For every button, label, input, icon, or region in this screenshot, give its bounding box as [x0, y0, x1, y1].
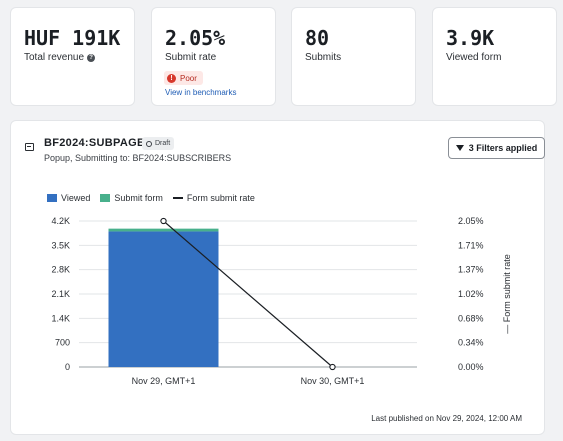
legend-label: Form submit rate [186, 193, 255, 203]
legend-swatch-viewed [47, 194, 57, 202]
y2-axis-label: — Form submit rate [502, 254, 512, 334]
help-icon[interactable]: ? [87, 54, 96, 62]
form-subtitle: Popup, Submitting to: BF2024:SUBSCRIBERS [44, 153, 232, 163]
y2-tick-label: 0.34% [458, 338, 484, 348]
legend-item-submit-form[interactable]: Submit form [100, 193, 163, 203]
metric-card-submits: 80 Submits [291, 7, 416, 106]
draft-badge-label: Draft [155, 140, 171, 147]
metric-value: 2.05% [165, 26, 226, 50]
metric-card-revenue: HUF 191K Total revenue? [10, 7, 135, 106]
legend-label: Submit form [114, 193, 163, 203]
legend-item-viewed[interactable]: Viewed [47, 193, 90, 203]
form-icon [25, 143, 34, 151]
form-title[interactable]: BF2024:SUBPAGES [44, 137, 153, 149]
legend-swatch-submit [100, 194, 111, 202]
y-tick-label: 4.2K [51, 216, 70, 226]
alert-icon: ! [167, 73, 176, 83]
bar-viewed [108, 231, 219, 367]
point-submit-rate [329, 363, 336, 371]
y-tick-label: 3.5K [51, 240, 70, 250]
status-badge-label: Poor [180, 73, 197, 83]
metric-label: Viewed form [446, 52, 502, 63]
legend-swatch-rate [172, 197, 183, 199]
point-submit-rate [160, 217, 167, 225]
legend-item-submit-rate[interactable]: Form submit rate [172, 193, 255, 203]
chart-legend: Viewed Submit form Form submit rate [47, 193, 255, 203]
y2-tick-label: 0.68% [458, 313, 484, 323]
filters-button-label: 3 Filters applied [468, 143, 538, 153]
metric-label: Submit rate [165, 52, 217, 63]
metric-value: 80 [305, 26, 330, 50]
y-tick-label: 1.4K [51, 313, 70, 323]
last-published-text: Last published on Nov 29, 2024, 12:00 AM [371, 414, 522, 423]
legend-label: Viewed [61, 193, 91, 203]
form-performance-card: BF2024:SUBPAGES Draft Popup, Submitting … [10, 120, 545, 435]
y2-tick-label: 1.71% [458, 240, 484, 250]
metric-label: Submits [305, 52, 342, 63]
y2-tick-label: 1.37% [458, 265, 484, 275]
y2-tick-label: 0.00% [458, 362, 484, 372]
filter-icon [455, 145, 464, 151]
metric-value: HUF 191K [24, 26, 121, 50]
y-tick-label: 0 [65, 362, 70, 372]
metric-label: Total revenue? [24, 52, 96, 63]
metric-value: 3.9K [446, 26, 495, 50]
x-tick-label: Nov 30, GMT+1 [301, 376, 365, 386]
y-tick-label: 2.8K [51, 265, 70, 275]
y2-tick-label: 1.02% [458, 289, 484, 299]
draft-badge: Draft [142, 137, 175, 150]
benchmarks-link[interactable]: View in benchmarks [165, 88, 237, 97]
status-badge: ! Poor [164, 71, 203, 85]
combo-chart: 0 0.00% 700 0.34% 1.4K 0.68% 2.1K 1.02% 2.8K 1.37… [51, 216, 512, 386]
metric-label-text: Total revenue [24, 52, 85, 63]
y-tick-label: 2.1K [51, 289, 70, 299]
metric-card-submit-rate: 2.05% Submit rate ! Poor View in benchma… [151, 7, 276, 106]
x-tick-label: Nov 29, GMT+1 [132, 376, 196, 386]
metric-card-viewed: 3.9K Viewed form [432, 7, 557, 106]
y-tick-label: 700 [55, 338, 70, 348]
filters-button[interactable]: 3 Filters applied [448, 137, 545, 159]
line-submit-rate [163, 220, 333, 368]
bar-submit-form [108, 228, 219, 232]
draft-icon [146, 140, 152, 147]
y2-tick-label: 2.05% [458, 216, 484, 226]
